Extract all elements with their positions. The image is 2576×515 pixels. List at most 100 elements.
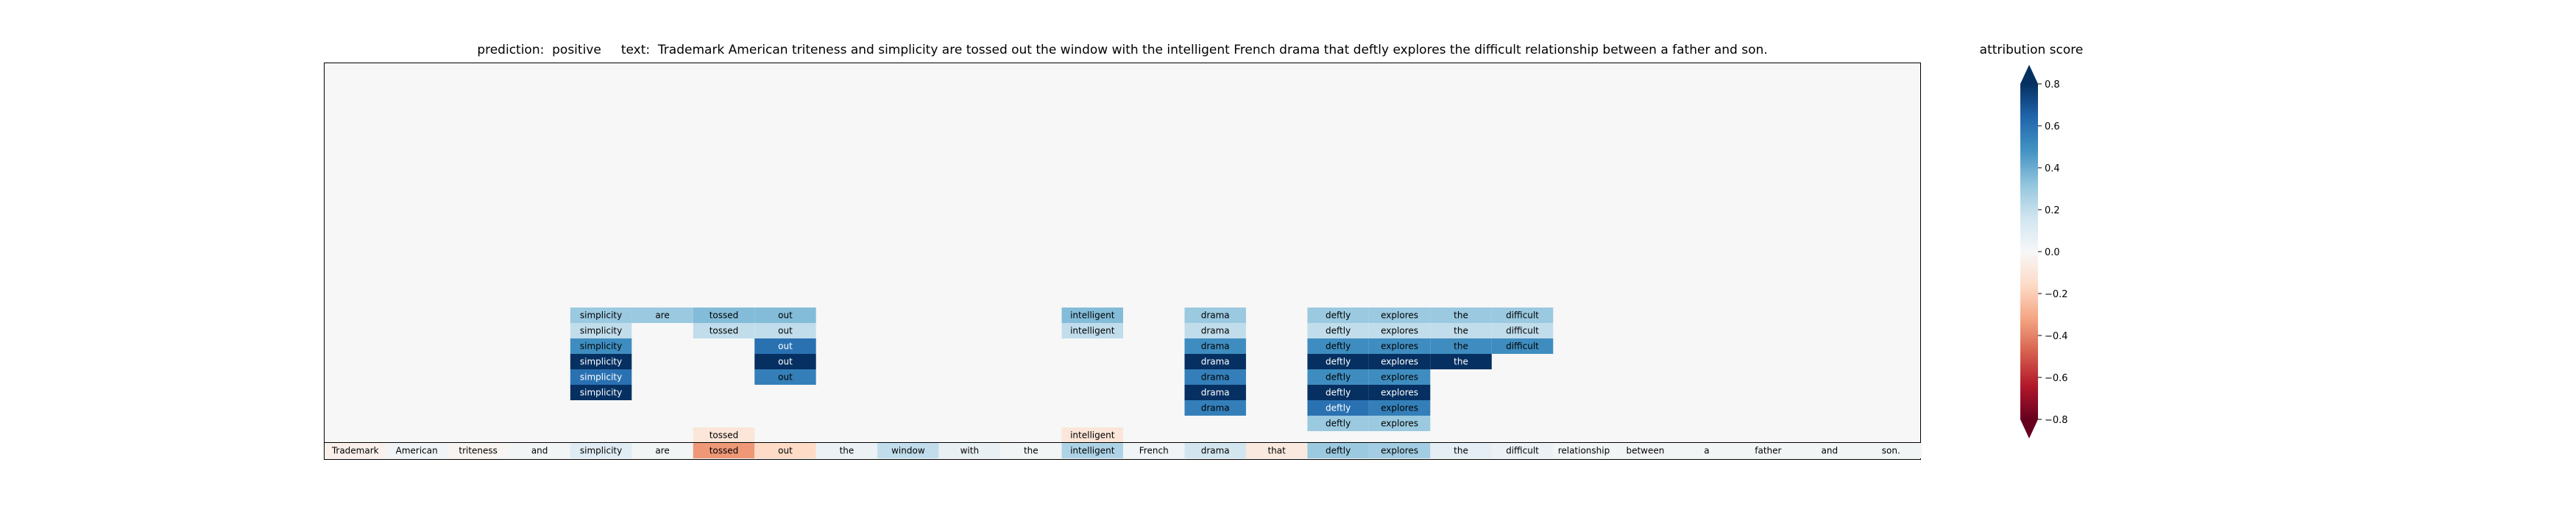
stack-token-cell: drama — [1184, 323, 1246, 338]
stack-token-cell: out — [754, 323, 816, 338]
stack-token-cell: deftly — [1307, 416, 1369, 431]
baseline-token-cell-rect — [1245, 443, 1308, 458]
stack-token-cell-rect — [754, 369, 816, 385]
baseline-token-cell-rect — [509, 443, 570, 458]
stack-token-cell-label: difficult — [1506, 326, 1539, 336]
baseline-token-cell-label: the — [1024, 446, 1038, 456]
baseline-token-cell-label: out — [778, 446, 793, 456]
stack-token-cell-rect — [1430, 338, 1492, 354]
stack-token-cell: drama — [1184, 354, 1246, 369]
stack-token-cell: difficult — [1491, 323, 1554, 338]
stack-token-cell: deftly — [1307, 338, 1369, 354]
stack-token-cell-label: explores — [1381, 326, 1418, 336]
baseline-token-cell-rect — [1307, 443, 1369, 458]
baseline-token-cell-rect — [1553, 443, 1615, 458]
baseline-token-cell-rect — [325, 443, 386, 458]
stack-token-cell-rect — [1061, 323, 1123, 338]
lower-row-token-cell-rect — [1061, 427, 1123, 443]
baseline-token-cell-rect — [1676, 443, 1738, 458]
stack-token-cell-rect — [754, 323, 816, 338]
baseline-token-cell-label: and — [1822, 446, 1839, 456]
heatmap-plot-area: Trademark American triteness and simplicity a… — [324, 63, 1922, 460]
baseline-token-cell-rect — [1123, 443, 1185, 458]
stack-token-cell-label: deftly — [1326, 403, 1351, 413]
stack-token-cell: the — [1430, 354, 1492, 369]
baseline-token-cell-rect — [447, 443, 509, 458]
baseline-token-cell-rect — [1368, 443, 1431, 458]
baseline-token-cell-label: relationship — [1558, 446, 1610, 456]
colorbar-tick-label: −0.2 — [2045, 289, 2068, 300]
stack-token-cell-rect — [1368, 354, 1431, 369]
baseline-token-cell-label: that — [1267, 446, 1286, 456]
baseline-token-cell: son. — [1860, 443, 1922, 458]
baseline-token-cell-label: are — [655, 446, 669, 456]
stack-token-cell-rect — [1368, 323, 1431, 338]
baseline-token-cell-rect — [938, 443, 1001, 458]
stack-token-cell-label: drama — [1201, 357, 1230, 367]
baseline-token-cell-rect — [693, 443, 755, 458]
baseline-token-cell: and — [1799, 443, 1861, 458]
baseline-token-cell: triteness — [447, 443, 509, 458]
baseline-token-cell-label: and — [531, 446, 548, 456]
stack-token-cell: deftly — [1307, 354, 1369, 369]
lower-row-token-cell: tossed — [693, 427, 755, 443]
stack-token-cell-rect — [1430, 323, 1492, 338]
baseline-token-cell-rect — [754, 443, 816, 458]
stack-token-cell: explores — [1368, 385, 1431, 400]
stack-token-cell-rect — [570, 308, 632, 323]
baseline-token-cell-rect — [1000, 443, 1062, 458]
stack-token-cell: simplicity — [570, 385, 632, 400]
stack-token-cell: out — [754, 354, 816, 369]
stack-token-cell: drama — [1184, 369, 1246, 385]
stack-token-cell: deftly — [1307, 369, 1369, 385]
stack-token-cell-label: the — [1454, 326, 1468, 336]
stack-token-cell-label: out — [778, 372, 793, 383]
stack-token-cell-rect — [1307, 400, 1369, 416]
stack-token-cell-label: deftly — [1326, 419, 1351, 429]
colorbar: 0.8 0.6 0.4 0.2 0.0 −0.2 −0.4 −0.6 −0.8 — [2020, 65, 2068, 438]
stack-token-cell-label: simplicity — [580, 326, 622, 336]
stack-token-cell-rect — [1368, 400, 1431, 416]
baseline-token-cell-label: Trademark — [331, 446, 379, 456]
stack-token-cell: deftly — [1307, 323, 1369, 338]
stack-token-cell: drama — [1184, 338, 1246, 354]
baseline-token-cell-label: deftly — [1326, 446, 1351, 456]
stack-token-cell-rect — [1491, 338, 1554, 354]
stack-token-cell-rect — [1184, 308, 1246, 323]
baseline-token-cell-rect — [1184, 443, 1246, 458]
stack-token-cell-rect — [570, 338, 632, 354]
stack-token-cell-label: out — [778, 326, 793, 336]
lower-row-token-cell-label: tossed — [710, 430, 739, 441]
stack-token-cell-rect — [693, 323, 755, 338]
stack-token-cell: intelligent — [1061, 308, 1123, 323]
baseline-token-cell-label: son. — [1882, 446, 1900, 456]
stack-token-cell: explores — [1368, 323, 1431, 338]
stack-token-cell-label: drama — [1201, 388, 1230, 398]
baseline-token-cell-label: tossed — [710, 446, 739, 456]
stack-token-cell-rect — [1184, 385, 1246, 400]
baseline-token-cell-rect — [1860, 443, 1922, 458]
stack-token-cell-label: explores — [1381, 372, 1418, 383]
stack-token-cell-rect — [1368, 308, 1431, 323]
baseline-token-cell: French — [1123, 443, 1185, 458]
stack-token-cell-label: explores — [1381, 310, 1418, 321]
stack-token-cell-label: deftly — [1326, 326, 1351, 336]
stack-token-cell-rect — [570, 323, 632, 338]
baseline-token-cell-label: difficult — [1506, 446, 1539, 456]
stack-token-cell-label: drama — [1201, 310, 1230, 321]
stack-token-cell-rect — [754, 354, 816, 369]
stack-token-cell-rect — [1307, 323, 1369, 338]
lower-row-token-cell-rect — [693, 427, 755, 443]
stack-token-cell: simplicity — [570, 338, 632, 354]
baseline-token-cell-label: explores — [1381, 446, 1418, 456]
stack-token-cell-label: tossed — [710, 310, 739, 321]
stack-token-cell: tossed — [693, 308, 755, 323]
baseline-token-cell: explores — [1368, 443, 1431, 458]
colorbar-tick-label: −0.8 — [2045, 415, 2068, 426]
stack-token-cell-label: simplicity — [580, 341, 622, 352]
baseline-token-cell: with — [938, 443, 1001, 458]
stack-token-cell-label: explores — [1381, 341, 1418, 352]
chart-title: prediction: positive text: Trademark Ame… — [477, 43, 1768, 57]
stack-token-cell-label: explores — [1381, 403, 1418, 413]
stack-token-cell-label: deftly — [1326, 341, 1351, 352]
